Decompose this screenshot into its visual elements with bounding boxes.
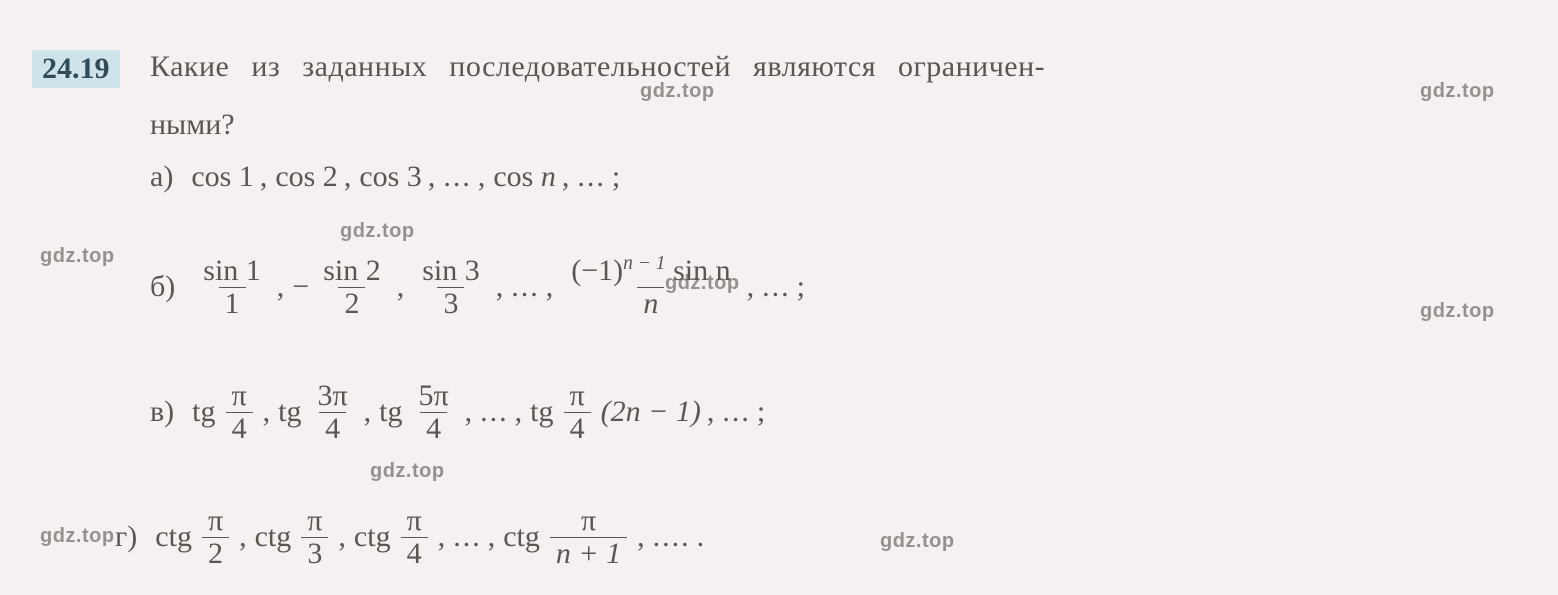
tail: (2n − 1) bbox=[601, 395, 701, 429]
denominator: 4 bbox=[401, 537, 428, 570]
problem-number-badge: 24.19 bbox=[32, 50, 120, 88]
numerator: π bbox=[575, 505, 602, 537]
item-b-label: б) bbox=[150, 270, 175, 304]
ctg: ctg bbox=[155, 520, 192, 554]
fraction: π 4 bbox=[401, 505, 428, 569]
denominator: 3 bbox=[437, 287, 464, 320]
item-d: г) ctg π 2 , ctg π 3 , ctg π 4 , ..., ct… bbox=[115, 505, 704, 569]
tg: tg bbox=[530, 395, 553, 429]
item-b: б) sin 1 1 , − sin 2 2 , sin 3 3 , ..., … bbox=[150, 255, 805, 319]
fraction: sin 3 3 bbox=[416, 255, 486, 319]
ellipsis: ... bbox=[577, 160, 606, 194]
watermark: gdz.top bbox=[370, 460, 445, 483]
watermark: gdz.top bbox=[880, 530, 955, 553]
ctg: ctg bbox=[503, 520, 540, 554]
numerator: π bbox=[301, 505, 328, 537]
watermark: gdz.top bbox=[1420, 300, 1495, 323]
minus: − bbox=[292, 270, 309, 304]
term: cos 1 bbox=[191, 160, 254, 194]
denominator: 4 bbox=[319, 412, 346, 445]
watermark: gdz.top bbox=[1420, 80, 1495, 103]
numerator: 5π bbox=[413, 380, 455, 412]
watermark: gdz.top bbox=[40, 245, 115, 268]
item-c-label: в) bbox=[150, 395, 174, 429]
term: cos 3 bbox=[359, 160, 422, 194]
denominator: 4 bbox=[226, 412, 253, 445]
denominator: n bbox=[637, 287, 664, 320]
term: cos 2 bbox=[275, 160, 338, 194]
ellipsis: ... bbox=[722, 395, 751, 429]
ellipsis: ... bbox=[762, 270, 791, 304]
fraction: 5π 4 bbox=[413, 380, 455, 444]
numerator: π bbox=[401, 505, 428, 537]
fraction-general: π n + 1 bbox=[550, 505, 627, 569]
denominator: 2 bbox=[338, 287, 365, 320]
fraction: π 4 bbox=[564, 380, 591, 444]
tg: tg bbox=[278, 395, 301, 429]
ctg: ctg bbox=[354, 520, 391, 554]
semicolon: ; bbox=[757, 395, 765, 429]
numerator: π bbox=[564, 380, 591, 412]
numerator: (−1)n − 1 sin n bbox=[565, 255, 736, 287]
fraction: 3π 4 bbox=[312, 380, 354, 444]
denominator: 4 bbox=[564, 412, 591, 445]
denominator: 4 bbox=[420, 412, 447, 445]
item-a-sequence: cos 1, cos 2, cos 3, ..., cos n, ... ; bbox=[191, 160, 620, 194]
ellipsis: .... bbox=[653, 520, 691, 554]
ctg: ctg bbox=[255, 520, 292, 554]
ellipsis: ... bbox=[511, 270, 540, 304]
denominator: 3 bbox=[301, 537, 328, 570]
fraction-general: (−1)n − 1 sin n n bbox=[565, 255, 736, 319]
denominator: 2 bbox=[202, 537, 229, 570]
page: 24.19 Какие из заданных последовательнос… bbox=[0, 0, 1558, 595]
fraction: π 2 bbox=[202, 505, 229, 569]
semicolon: ; bbox=[612, 160, 620, 194]
fraction: sin 1 1 bbox=[197, 255, 267, 319]
ellipsis: ... bbox=[443, 160, 472, 194]
general-term: cos n bbox=[493, 160, 556, 194]
question-line-2: ными? bbox=[150, 108, 235, 142]
item-c-sequence: tg π 4 , tg 3π 4 , tg 5π 4 , ..., tg π 4… bbox=[192, 380, 765, 444]
numerator: sin 2 bbox=[317, 255, 387, 287]
question-line-1: Какие из заданных последовательностей яв… bbox=[150, 50, 1045, 84]
fraction: sin 2 2 bbox=[317, 255, 387, 319]
item-b-sequence: sin 1 1 , − sin 2 2 , sin 3 3 , ..., (−1… bbox=[193, 255, 805, 319]
fraction: π 3 bbox=[301, 505, 328, 569]
ellipsis: ... bbox=[453, 520, 482, 554]
numerator: sin 3 bbox=[416, 255, 486, 287]
watermark: gdz.top bbox=[40, 525, 115, 548]
semicolon: ; bbox=[797, 270, 805, 304]
tg: tg bbox=[379, 395, 402, 429]
denominator: n + 1 bbox=[550, 537, 627, 570]
numerator: π bbox=[226, 380, 253, 412]
item-c: в) tg π 4 , tg 3π 4 , tg 5π 4 , ..., tg … bbox=[150, 380, 765, 444]
fraction: π 4 bbox=[226, 380, 253, 444]
item-d-sequence: ctg π 2 , ctg π 3 , ctg π 4 , ..., ctg π… bbox=[155, 505, 704, 569]
numerator: π bbox=[202, 505, 229, 537]
period: . bbox=[697, 520, 705, 554]
watermark: gdz.top bbox=[340, 220, 415, 243]
ellipsis: ... bbox=[480, 395, 509, 429]
numerator: sin 1 bbox=[197, 255, 267, 287]
tg: tg bbox=[192, 395, 215, 429]
item-d-label: г) bbox=[115, 520, 137, 554]
watermark: gdz.top bbox=[640, 80, 715, 103]
numerator: 3π bbox=[312, 380, 354, 412]
item-a: а) cos 1, cos 2, cos 3, ..., cos n, ... … bbox=[150, 160, 620, 194]
denominator: 1 bbox=[219, 287, 246, 320]
item-a-label: а) bbox=[150, 160, 173, 194]
